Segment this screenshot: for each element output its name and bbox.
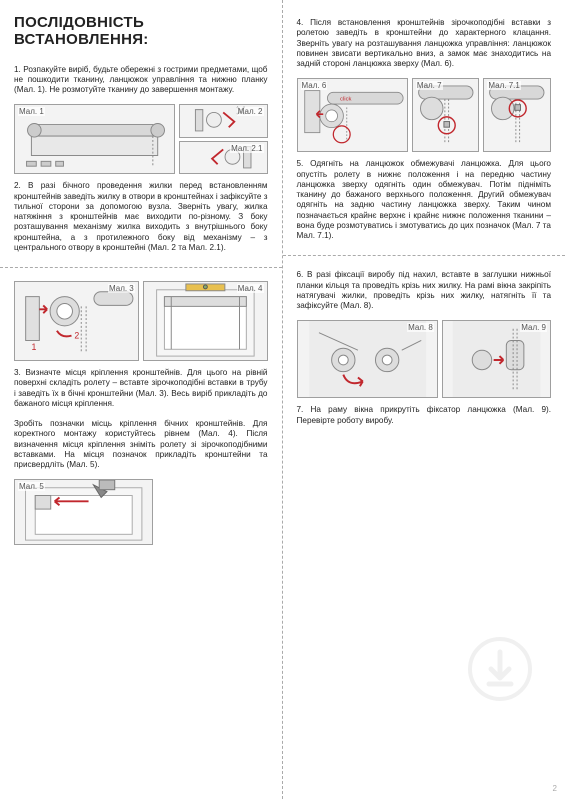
- figure-6: Мал. 6 click: [297, 78, 408, 152]
- svg-text:2: 2: [74, 331, 79, 341]
- fig-label: Мал. 7.1: [487, 81, 520, 90]
- fig-row-5: Мал. 5: [14, 479, 268, 545]
- figure-2: Мал. 2: [179, 104, 267, 138]
- fig-label: Мал. 1: [18, 107, 45, 116]
- fig-label: Мал. 2: [237, 107, 264, 116]
- step-4-text: 4. Після встановлення кронштейнів зірочк…: [297, 18, 552, 69]
- step-6-text: 6. В разі фіксації виробу під нахил, вст…: [297, 270, 552, 311]
- fig-row-6-7: Мал. 6 click Мал. 7: [297, 78, 552, 152]
- step-1-text: 1. Розпакуйте виріб, будьте обережні з г…: [14, 65, 268, 96]
- figure-1: Мал. 1: [14, 104, 175, 174]
- fig-label: Мал. 5: [18, 482, 45, 491]
- click-label: click: [340, 97, 351, 103]
- step-3a-text: 3. Визначте місця кріплення кронштейнів.…: [14, 368, 268, 409]
- fig-row-8-9: Мал. 8 Мал. 9: [297, 320, 552, 398]
- fig-label: Мал. 3: [108, 284, 135, 293]
- fig-label: Мал. 2.1: [230, 144, 263, 153]
- figure-5: Мал. 5: [14, 479, 153, 545]
- horizontal-divider: [0, 267, 282, 268]
- step-3b-text: Зробіть позначки місць кріплення бічних …: [14, 419, 268, 470]
- fig-label: Мал. 4: [237, 284, 264, 293]
- figure-9: Мал. 9: [442, 320, 551, 398]
- fig-row-1-2: Мал. 1 Мал. 2: [14, 104, 268, 174]
- step-2-text: 2. В разі бічного проведення жилки перед…: [14, 181, 268, 253]
- figure-7-1: Мал. 7.1: [483, 78, 551, 152]
- horizontal-divider: [283, 255, 565, 256]
- figure-4: Мал. 4: [143, 281, 268, 361]
- fig-label: Мал. 7: [416, 81, 443, 90]
- fig-label: Мал. 6: [301, 81, 328, 90]
- left-column: ПОСЛІДОВНІСТЬ ВСТАНОВЛЕННЯ: 1. Розпакуйт…: [0, 0, 283, 799]
- watermark-icon: [465, 634, 535, 709]
- figure-2-1: Мал. 2.1: [179, 141, 267, 175]
- fig-label: Мал. 8: [407, 323, 434, 332]
- page-number: 2: [553, 784, 557, 793]
- fig-label: Мал. 9: [520, 323, 547, 332]
- fig-row-3-4: Мал. 3 1 2 Мал. 4: [14, 281, 268, 361]
- step-7-text: 7. На раму вікна прикрутіть фіксатор лан…: [297, 405, 552, 426]
- step-5-text: 5. Одягніть на ланцюжок обмежувачі ланцю…: [297, 159, 552, 241]
- svg-text:1: 1: [32, 342, 37, 352]
- figure-7: Мал. 7: [412, 78, 480, 152]
- figure-8: Мал. 8: [297, 320, 438, 398]
- figure-3: Мал. 3 1 2: [14, 281, 139, 361]
- page-title: ПОСЛІДОВНІСТЬ ВСТАНОВЛЕННЯ:: [14, 14, 268, 49]
